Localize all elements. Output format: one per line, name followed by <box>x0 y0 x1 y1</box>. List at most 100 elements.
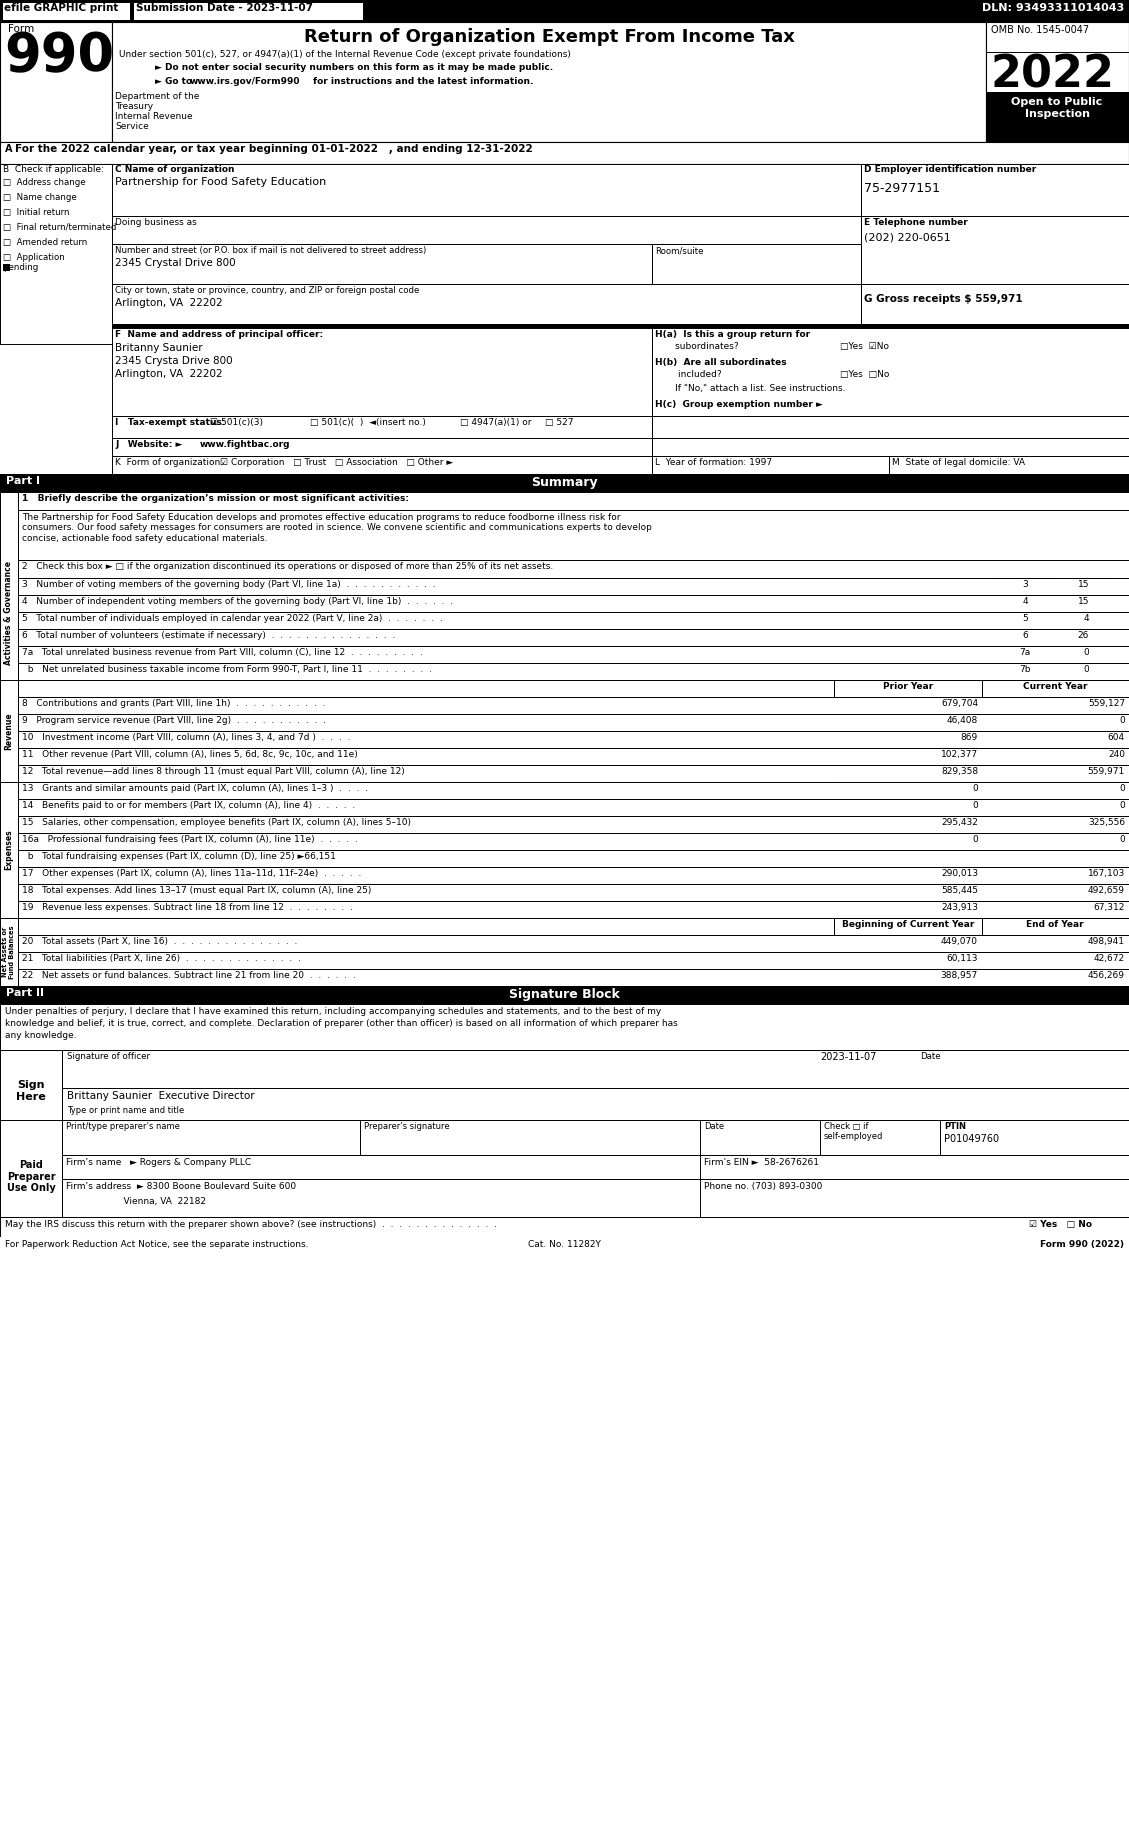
Text: The Partnership for Food Safety Education develops and promotes effective educat: The Partnership for Food Safety Educatio… <box>21 514 651 543</box>
Text: 0: 0 <box>1119 800 1124 809</box>
Text: Check □ if
self-employed: Check □ if self-employed <box>824 1122 883 1142</box>
Bar <box>18 867 1129 883</box>
Text: 21   Total liabilities (Part X, line 26)  .  .  .  .  .  .  .  .  .  .  .  .  . : 21 Total liabilities (Part X, line 26) .… <box>21 954 300 963</box>
Bar <box>0 680 18 782</box>
Bar <box>18 732 1129 748</box>
Text: 10   Investment income (Part VIII, column (A), lines 3, 4, and 7d )  .  .  .  .: 10 Investment income (Part VIII, column … <box>21 734 350 743</box>
Text: 18   Total expenses. Add lines 13–17 (must equal Part IX, column (A), line 25): 18 Total expenses. Add lines 13–17 (must… <box>21 885 371 894</box>
Bar <box>112 285 861 323</box>
Text: 11   Other revenue (Part VIII, column (A), lines 5, 6d, 8c, 9c, 10c, and 11e): 11 Other revenue (Part VIII, column (A),… <box>21 750 358 760</box>
Text: 167,103: 167,103 <box>1087 869 1124 878</box>
Text: 295,432: 295,432 <box>942 819 978 828</box>
Bar <box>18 492 1129 510</box>
Text: K  Form of organization:: K Form of organization: <box>115 458 224 468</box>
Bar <box>112 438 653 456</box>
Bar <box>0 492 18 734</box>
Text: Print/type preparer’s name: Print/type preparer’s name <box>65 1122 180 1131</box>
Text: 102,377: 102,377 <box>940 750 978 760</box>
Text: □ 527: □ 527 <box>545 418 574 427</box>
Text: 3: 3 <box>1022 580 1027 590</box>
Bar <box>0 1218 1129 1236</box>
Text: 2022: 2022 <box>991 54 1115 96</box>
Bar <box>18 595 1129 612</box>
Bar <box>112 22 986 142</box>
Bar <box>0 0 1129 22</box>
Text: Internal Revenue: Internal Revenue <box>115 113 193 120</box>
Bar <box>861 216 1129 285</box>
Bar <box>18 628 1129 647</box>
Text: 243,913: 243,913 <box>940 904 978 913</box>
Bar <box>0 1050 62 1120</box>
Text: □Yes  ☑No: □Yes ☑No <box>840 342 889 351</box>
Bar <box>0 918 18 987</box>
Text: 456,269: 456,269 <box>1088 970 1124 979</box>
Text: 7a   Total unrelated business revenue from Part VIII, column (C), line 12  .  . : 7a Total unrelated business revenue from… <box>21 649 422 658</box>
Text: □ 501(c)(  )  ◄(insert no.): □ 501(c)( ) ◄(insert no.) <box>310 418 426 427</box>
Bar <box>18 902 1129 918</box>
Text: 20   Total assets (Part X, line 16)  .  .  .  .  .  .  .  .  .  .  .  .  .  .  .: 20 Total assets (Part X, line 16) . . . … <box>21 937 297 946</box>
Text: 0: 0 <box>1119 835 1124 845</box>
Text: End of Year: End of Year <box>1026 920 1084 930</box>
Text: for instructions and the latest information.: for instructions and the latest informat… <box>310 78 533 87</box>
Text: 19   Revenue less expenses. Subtract line 18 from line 12  .  .  .  .  .  .  .  : 19 Revenue less expenses. Subtract line … <box>21 904 353 913</box>
Text: 559,971: 559,971 <box>1087 767 1124 776</box>
Bar <box>861 164 1129 216</box>
Text: M  State of legal domicile: VA: M State of legal domicile: VA <box>892 458 1025 468</box>
Text: Under penalties of perjury, I declare that I have examined this return, includin: Under penalties of perjury, I declare th… <box>5 1007 662 1016</box>
Bar <box>834 918 982 987</box>
Bar <box>834 782 982 918</box>
Text: www.irs.gov/Form990: www.irs.gov/Form990 <box>190 78 300 87</box>
Text: 5: 5 <box>1022 614 1027 623</box>
Text: included?: included? <box>655 370 721 379</box>
Bar <box>2 2 130 20</box>
Text: 0: 0 <box>972 784 978 793</box>
Text: □  Name change: □ Name change <box>3 192 77 201</box>
Text: 15   Salaries, other compensation, employee benefits (Part IX, column (A), lines: 15 Salaries, other compensation, employe… <box>21 819 411 828</box>
Text: b   Total fundraising expenses (Part IX, column (D), line 25) ►66,151: b Total fundraising expenses (Part IX, c… <box>21 852 335 861</box>
Text: efile GRAPHIC print: efile GRAPHIC print <box>5 4 119 13</box>
Text: Treasury: Treasury <box>115 102 154 111</box>
Text: 15: 15 <box>1077 580 1089 590</box>
Bar <box>653 244 861 285</box>
Text: 22   Net assets or fund balances. Subtract line 21 from line 20  .  .  .  .  .  : 22 Net assets or fund balances. Subtract… <box>21 970 356 979</box>
Text: Return of Organization Exempt From Income Tax: Return of Organization Exempt From Incom… <box>304 28 795 46</box>
Text: □  Application
pending: □ Application pending <box>3 253 64 272</box>
Bar <box>982 918 1129 987</box>
Text: 449,070: 449,070 <box>940 937 978 946</box>
Bar <box>18 713 1129 732</box>
Text: G Gross receipts $ 559,971: G Gross receipts $ 559,971 <box>864 294 1023 305</box>
Text: 2023-11-07: 2023-11-07 <box>820 1052 876 1063</box>
Text: 2   Check this box ► □ if the organization discontinued its operations or dispos: 2 Check this box ► □ if the organization… <box>21 562 553 571</box>
Text: Number and street (or P.O. box if mail is not delivered to street address): Number and street (or P.O. box if mail i… <box>115 246 427 255</box>
Text: OMB No. 1545-0047: OMB No. 1545-0047 <box>991 26 1089 35</box>
Bar <box>18 560 1129 578</box>
Bar <box>18 883 1129 902</box>
Text: 2345 Crysta Drive 800: 2345 Crysta Drive 800 <box>115 357 233 366</box>
Text: Part II: Part II <box>6 989 44 998</box>
Text: P01049760: P01049760 <box>944 1135 999 1144</box>
Text: H(a)  Is this a group return for: H(a) Is this a group return for <box>655 331 811 338</box>
Text: DLN: 93493311014043: DLN: 93493311014043 <box>982 4 1124 13</box>
Bar <box>653 327 1129 416</box>
Text: If "No," attach a list. See instructions.: If "No," attach a list. See instructions… <box>655 384 846 394</box>
Text: Department of the: Department of the <box>115 92 200 102</box>
Bar <box>0 473 1129 492</box>
Bar <box>18 952 1129 968</box>
Text: 492,659: 492,659 <box>1088 885 1124 894</box>
Text: 2345 Crystal Drive 800: 2345 Crystal Drive 800 <box>115 259 236 268</box>
Text: 60,113: 60,113 <box>946 954 978 963</box>
Text: F  Name and address of principal officer:: F Name and address of principal officer: <box>115 331 323 338</box>
Bar <box>112 244 653 285</box>
Text: Net Assets or
Fund Balances: Net Assets or Fund Balances <box>2 926 16 979</box>
Bar <box>18 697 1129 713</box>
Text: 13   Grants and similar amounts paid (Part IX, column (A), lines 1–3 )  .  .  . : 13 Grants and similar amounts paid (Part… <box>21 784 368 793</box>
Text: Cat. No. 11282Y: Cat. No. 11282Y <box>527 1240 601 1249</box>
Text: L  Year of formation: 1997: L Year of formation: 1997 <box>655 458 772 468</box>
Bar <box>18 850 1129 867</box>
Bar <box>861 285 1129 327</box>
Bar <box>112 416 653 438</box>
Text: Type or print name and title: Type or print name and title <box>67 1105 184 1114</box>
Bar <box>18 918 1129 935</box>
Bar <box>18 765 1129 782</box>
Text: 0: 0 <box>972 835 978 845</box>
